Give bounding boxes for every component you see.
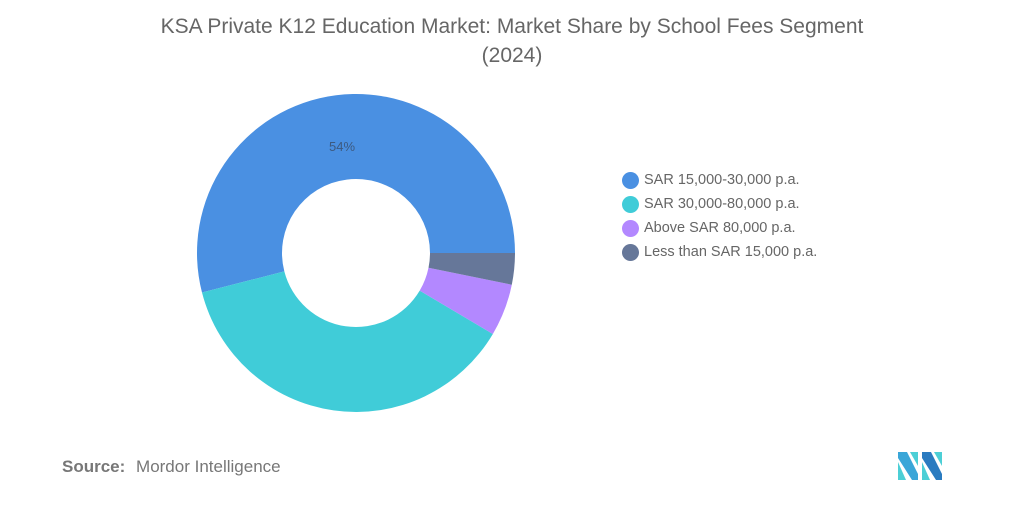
source-value: Mordor Intelligence xyxy=(136,457,281,476)
donut-segment xyxy=(201,271,493,412)
legend-dot-icon xyxy=(622,195,639,213)
source-note: Source: Mordor Intelligence xyxy=(62,457,281,477)
segment-value-label: 54% xyxy=(329,139,355,154)
legend-item: SAR 15,000-30,000 p.a. xyxy=(622,168,817,192)
chart-title-line1: KSA Private K12 Education Market: Market… xyxy=(160,15,864,38)
source-label: Source: xyxy=(62,457,126,476)
legend-label: SAR 30,000-80,000 p.a. xyxy=(644,196,800,212)
legend-dot-icon xyxy=(622,171,639,189)
donut-segment xyxy=(428,253,515,285)
legend-item: Less than SAR 15,000 p.a. xyxy=(622,240,817,264)
legend-item: Above SAR 80,000 p.a. xyxy=(622,216,817,240)
legend-dot-icon xyxy=(622,219,639,237)
legend-label: Less than SAR 15,000 p.a. xyxy=(644,244,818,260)
chart-legend: SAR 15,000-30,000 p.a. SAR 30,000-80,000 … xyxy=(622,168,817,264)
donut-segment xyxy=(419,267,512,334)
legend-label: SAR 15,000-30,000 p.a. xyxy=(644,172,800,188)
legend-label: Above SAR 80,000 p.a. xyxy=(644,220,796,236)
mordor-intelligence-logo-icon xyxy=(898,452,942,480)
legend-item: SAR 30,000-80,000 p.a. xyxy=(622,192,817,216)
chart-title: KSA Private K12 Education Market: Market… xyxy=(0,12,1024,70)
chart-title-line2: (2024) xyxy=(481,44,543,67)
legend-dot-icon xyxy=(622,243,639,261)
donut-segment xyxy=(197,94,515,293)
